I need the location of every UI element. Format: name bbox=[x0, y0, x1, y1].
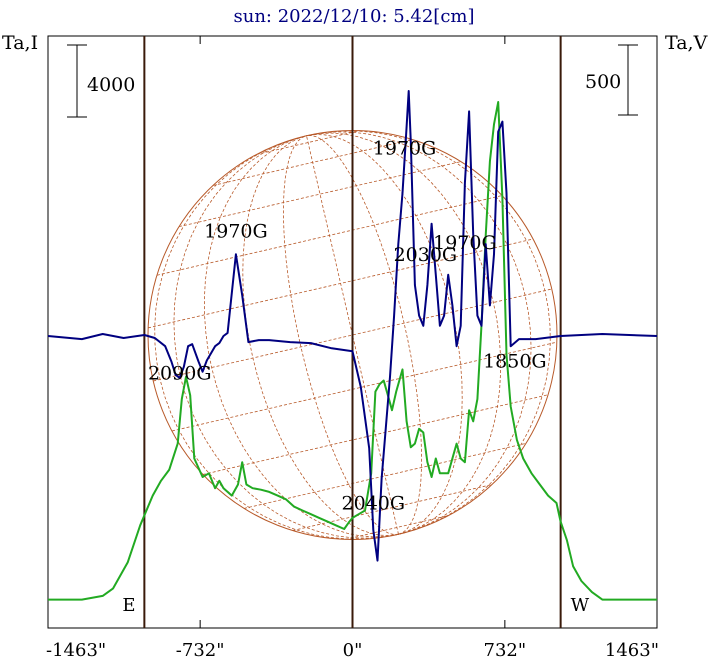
parallel-line bbox=[202, 394, 549, 475]
parallel-line bbox=[148, 238, 534, 329]
parallel-line bbox=[256, 130, 360, 155]
series-i-line bbox=[48, 101, 657, 601]
meridian-line bbox=[154, 135, 399, 540]
field-annotation: 1970G bbox=[373, 137, 437, 159]
meridian-line bbox=[306, 131, 532, 535]
parallel-line bbox=[292, 484, 492, 531]
parallel-line bbox=[179, 161, 461, 227]
x-tick-label: 0" bbox=[343, 640, 363, 661]
x-tick-label: 732" bbox=[484, 640, 527, 661]
field-annotation: 2090G bbox=[148, 362, 212, 384]
field-annotation: 1970G bbox=[433, 232, 497, 254]
chart-title: sun: 2022/12/10: 5.42[cm] bbox=[233, 6, 474, 27]
right-axis-label: Ta,V bbox=[665, 32, 708, 54]
field-annotation: 2030G bbox=[394, 244, 458, 266]
field-annotation: 2040G bbox=[342, 493, 406, 515]
parallel-line bbox=[213, 139, 413, 186]
parallel-line bbox=[171, 341, 557, 432]
limb-lines bbox=[143, 36, 562, 628]
series-v-line bbox=[47, 90, 658, 562]
meridian-line bbox=[306, 132, 502, 535]
chart-labels: sun: 2022/12/10: 5.42[cm] Ta,I Ta,V 4000 500… bbox=[2, 6, 708, 661]
left-axis-label: Ta,I bbox=[2, 32, 38, 54]
x-tick-label: -1463" bbox=[46, 640, 106, 661]
field-annotation: 1970G bbox=[204, 220, 268, 242]
series-lines bbox=[47, 90, 658, 601]
meridian-line bbox=[306, 135, 423, 535]
x-tick-label: 1463" bbox=[605, 640, 659, 661]
right-scale-bar-label: 500 bbox=[585, 71, 621, 93]
x-tick-label: -732" bbox=[176, 640, 225, 661]
meridian-line bbox=[173, 135, 399, 539]
field-annotation: 1850G bbox=[483, 351, 547, 373]
limb-marker-east: E bbox=[122, 595, 135, 616]
meridian-line bbox=[203, 135, 399, 538]
parallel-line bbox=[156, 195, 503, 276]
limb-marker-west: W bbox=[571, 595, 590, 616]
left-scale-bar-label: 4000 bbox=[87, 74, 135, 96]
